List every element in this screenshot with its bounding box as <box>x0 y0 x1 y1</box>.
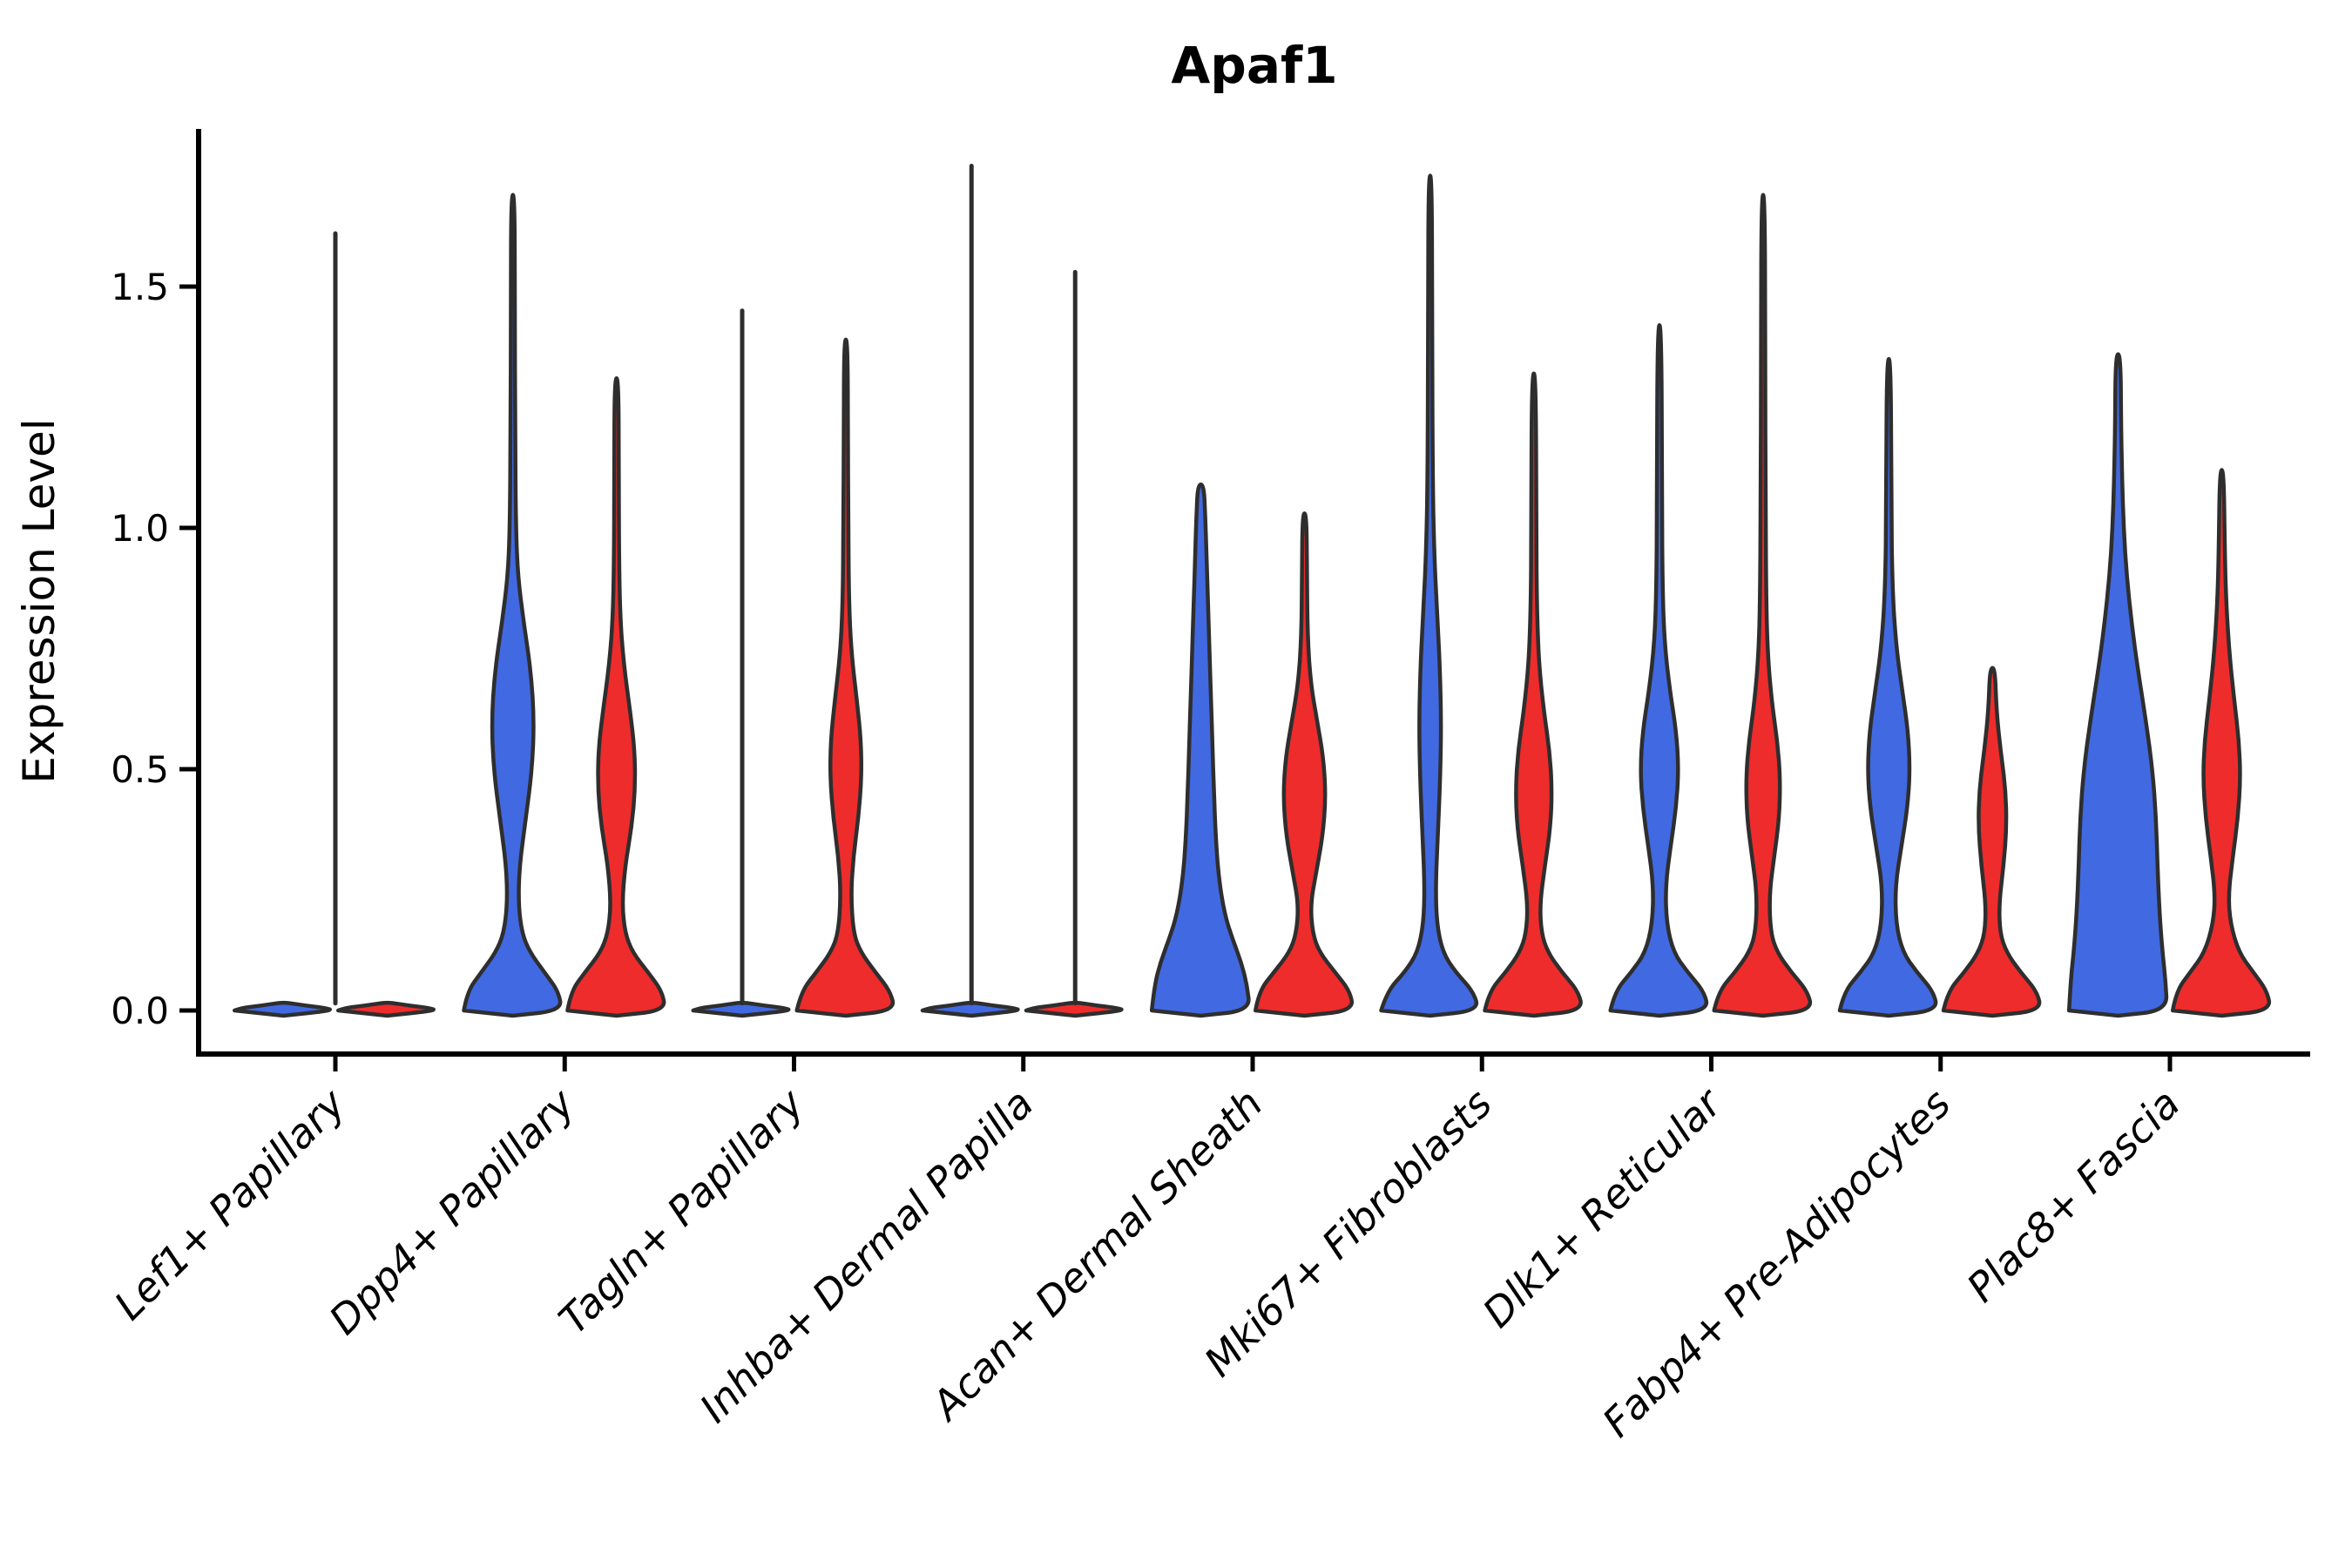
x-tick-label: Lef1+ Papillary <box>105 1079 355 1328</box>
violin-red <box>1483 371 1583 1018</box>
violin-red <box>1253 511 1355 1018</box>
y-tick-label: 1.5 <box>111 266 169 308</box>
x-tick-label: Plac8+ Fascia <box>1957 1080 2188 1311</box>
violin-blue <box>232 1000 332 1018</box>
y-tick-label: 0.5 <box>111 748 169 791</box>
violin-red <box>1024 1000 1124 1018</box>
y-tick-label: 1.0 <box>111 507 169 550</box>
violins-layer <box>232 173 2272 1018</box>
violin-red <box>565 376 666 1018</box>
violin-blue <box>691 1000 791 1018</box>
violin-red <box>2170 468 2272 1018</box>
y-axis-label: Expression Level <box>14 418 64 783</box>
violin-blue <box>1149 482 1251 1018</box>
chart-title: Apaf1 <box>1171 36 1337 95</box>
violin-red <box>794 337 896 1018</box>
y-tick-label: 0.0 <box>111 990 169 1032</box>
x-tick-label: Dpp4+ Papillary <box>320 1079 584 1343</box>
outlier-spikes-layer <box>333 164 1078 1006</box>
x-tick-label: Dlk1+ Reticular <box>1474 1078 1733 1336</box>
violin-blue <box>462 193 563 1018</box>
violin-blue <box>1379 173 1479 1018</box>
violin-blue <box>1837 356 1938 1018</box>
violin-red <box>1941 666 2042 1018</box>
y-axis-ticks: 0.0 0.5 1.0 1.5 <box>111 266 199 1032</box>
violin-blue <box>1608 323 1709 1018</box>
x-tick-label: Tagln+ Papillary <box>550 1079 814 1343</box>
violin-red <box>335 1000 436 1018</box>
violin-red <box>1712 193 1813 1018</box>
violin-blue <box>2066 352 2169 1018</box>
violin-blue <box>920 1000 1020 1018</box>
